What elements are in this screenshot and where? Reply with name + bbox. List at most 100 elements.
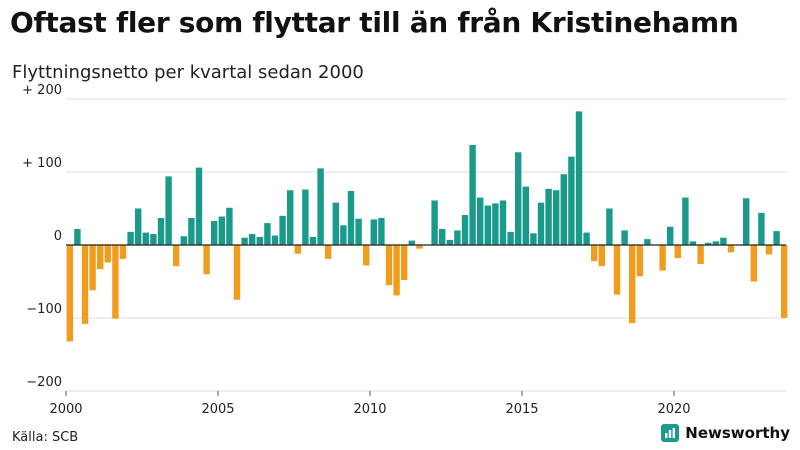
x-tick-label: 2010 — [353, 402, 386, 417]
bar — [363, 245, 370, 266]
bar — [674, 245, 681, 259]
chart-subtitle: Flyttningsnetto per kvartal sedan 2000 — [12, 62, 364, 83]
bar — [781, 245, 788, 318]
bar — [629, 245, 636, 324]
bar — [211, 220, 218, 245]
brand-logo: Newsworthy — [661, 424, 790, 442]
bar — [256, 236, 263, 245]
bar — [765, 245, 773, 255]
bar — [492, 203, 499, 245]
y-tick-label: −200 — [26, 375, 62, 390]
bar — [332, 202, 339, 245]
bar — [241, 237, 248, 245]
bar — [135, 208, 142, 245]
bar — [507, 231, 514, 245]
bar — [302, 189, 309, 245]
bar — [469, 144, 476, 245]
bar — [439, 228, 446, 245]
bar — [127, 231, 134, 245]
bar — [636, 245, 643, 277]
bar — [157, 217, 165, 245]
bar — [758, 212, 765, 245]
bar — [142, 232, 149, 245]
bar — [697, 245, 704, 264]
brand-name: Newsworthy — [685, 424, 790, 442]
bar — [416, 245, 423, 249]
y-tick-label: 0 — [54, 229, 62, 244]
bar — [66, 245, 73, 342]
bar — [309, 236, 317, 245]
source-label: Källa: SCB — [12, 430, 79, 445]
bar — [271, 235, 279, 245]
y-tick-label: −100 — [26, 302, 62, 317]
bar — [233, 245, 241, 300]
bar — [659, 245, 666, 271]
x-tick-label: 2005 — [201, 402, 234, 417]
bar — [264, 223, 271, 245]
bar — [218, 216, 225, 245]
bar — [667, 226, 674, 245]
bar — [712, 241, 719, 245]
x-tick-label: 2000 — [49, 402, 82, 417]
bar — [340, 225, 347, 245]
bar — [226, 207, 233, 245]
bar — [408, 240, 415, 245]
bar — [173, 245, 180, 267]
bar — [575, 111, 583, 245]
bar — [150, 234, 157, 245]
bar — [644, 239, 651, 245]
bar — [203, 245, 210, 275]
bar — [750, 245, 757, 282]
bar — [188, 217, 195, 245]
bar — [165, 176, 172, 245]
bar — [119, 245, 127, 259]
bar — [727, 245, 735, 253]
y-tick-label: + 100 — [22, 156, 62, 171]
bar — [454, 230, 461, 245]
bar — [385, 245, 393, 286]
bar — [195, 167, 203, 245]
bar — [743, 198, 750, 245]
bar — [515, 152, 522, 245]
bar — [74, 228, 81, 245]
bar — [682, 197, 689, 245]
bar — [104, 245, 111, 263]
bar — [287, 190, 294, 245]
bar — [446, 239, 453, 245]
bar — [393, 245, 400, 296]
bar — [461, 215, 469, 245]
bar — [279, 215, 286, 245]
bar — [606, 208, 613, 245]
bar — [97, 245, 104, 270]
bar — [537, 202, 545, 245]
y-tick-label: + 200 — [22, 83, 62, 98]
bar — [560, 174, 567, 245]
bar — [522, 186, 529, 245]
bar — [112, 245, 119, 319]
bar — [720, 237, 727, 245]
bar — [705, 242, 712, 245]
bar — [613, 245, 621, 295]
bar — [484, 205, 491, 245]
bar — [180, 236, 187, 245]
bar — [81, 245, 89, 324]
bar — [568, 156, 575, 245]
bar — [499, 200, 507, 245]
bar — [591, 245, 598, 262]
bar — [294, 245, 301, 254]
bar — [355, 218, 362, 245]
x-tick-label: 2015 — [505, 402, 538, 417]
bar — [249, 234, 256, 245]
bar — [689, 241, 697, 245]
bar — [401, 245, 408, 281]
bar — [530, 233, 537, 245]
bar — [553, 190, 560, 245]
bar — [317, 168, 324, 245]
bar — [431, 200, 438, 245]
bar — [583, 232, 590, 245]
bar — [621, 230, 628, 245]
chart-title: Oftast fler som flyttar till än från Kri… — [10, 6, 739, 39]
bar — [325, 245, 332, 259]
x-tick-label: 2020 — [657, 402, 690, 417]
